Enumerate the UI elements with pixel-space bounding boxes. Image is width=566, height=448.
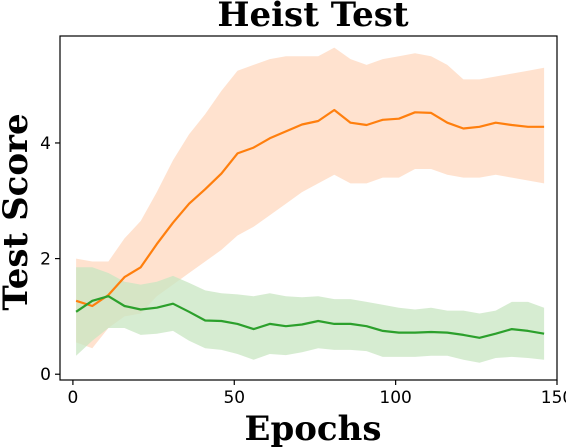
- x-tick-label: 50: [223, 388, 245, 408]
- series-1-band: [76, 47, 545, 349]
- y-tick-label: 4: [40, 134, 51, 154]
- x-tick-label: 150: [541, 388, 566, 408]
- x-axis-label: Epochs: [245, 409, 382, 448]
- series-2-band: [76, 267, 545, 363]
- y-axis-label: Test Score: [0, 113, 36, 310]
- series-1-line: [75, 108, 545, 308]
- x-tick-label: 0: [67, 388, 78, 408]
- y-axis-ticks: 0 2 4: [40, 134, 60, 385]
- series-lines: [75, 108, 545, 339]
- x-axis-ticks: 0 50 100 150: [67, 380, 566, 408]
- confidence-bands: [76, 47, 545, 363]
- chart-title: Heist Test: [217, 0, 409, 35]
- plot-frame: [59, 35, 558, 381]
- x-tick-label: 100: [379, 388, 411, 408]
- series-2-line: [75, 295, 545, 339]
- y-tick-label: 2: [40, 250, 51, 270]
- y-tick-label: 0: [40, 365, 51, 385]
